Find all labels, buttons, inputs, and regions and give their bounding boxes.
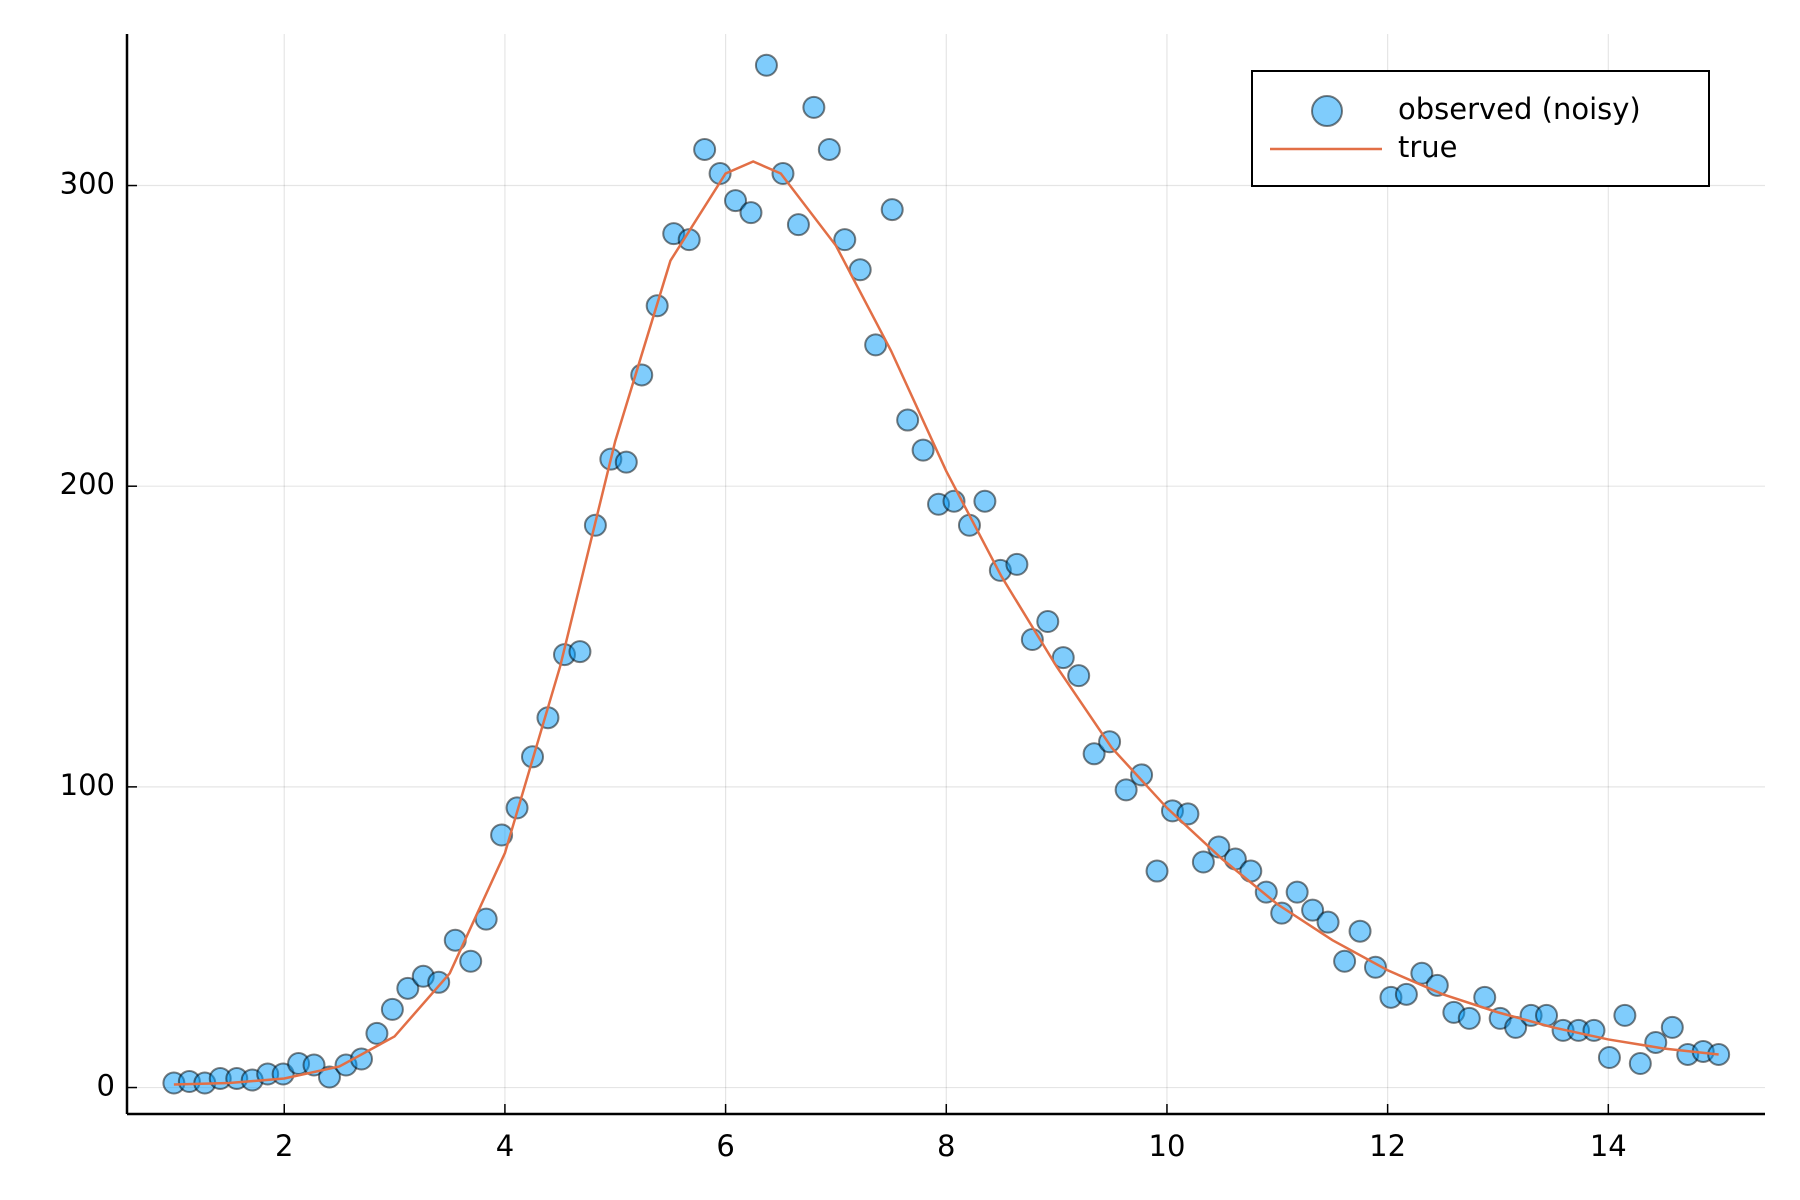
- data-point: [1301, 898, 1325, 922]
- data-point: [1191, 850, 1215, 874]
- data-point: [973, 489, 997, 513]
- legend-marker: [1311, 95, 1343, 127]
- x-tick-label: 14: [1590, 1129, 1627, 1163]
- data-point: [1239, 859, 1263, 883]
- data-point: [1333, 949, 1357, 973]
- y-tick-label: 0: [97, 1069, 115, 1103]
- data-point: [739, 201, 763, 225]
- data-point: [911, 438, 935, 462]
- data-point: [1394, 982, 1418, 1006]
- legend-box: [1251, 70, 1710, 187]
- data-point: [1628, 1051, 1652, 1075]
- x-tick-label: 8: [937, 1129, 955, 1163]
- data-point: [1457, 1006, 1481, 1030]
- y-tick-label: 300: [60, 167, 115, 201]
- data-point: [427, 970, 451, 994]
- data-point: [1660, 1015, 1684, 1039]
- data-point: [771, 162, 795, 186]
- x-tick-label: 10: [1149, 1129, 1186, 1163]
- data-point: [459, 949, 483, 973]
- line: [173, 160, 1719, 1086]
- data-point: [864, 333, 888, 357]
- data-point: [693, 137, 717, 161]
- data-point: [1130, 763, 1154, 787]
- data-point: [614, 450, 638, 474]
- data-point: [1348, 919, 1372, 943]
- data-point: [1114, 778, 1138, 802]
- data-point: [1644, 1030, 1668, 1054]
- x-tick-label: 2: [275, 1129, 293, 1163]
- data-point: [568, 640, 592, 664]
- data-point: [754, 53, 778, 77]
- data-point: [1597, 1045, 1621, 1069]
- x-tick-label: 4: [496, 1129, 514, 1163]
- data-point: [380, 997, 404, 1021]
- data-point: [396, 976, 420, 1000]
- data-point: [896, 408, 920, 432]
- data-point: [786, 213, 810, 237]
- data-point: [1145, 859, 1169, 883]
- data-point: [317, 1065, 341, 1089]
- data-point: [1254, 880, 1278, 904]
- data-point: [1410, 961, 1434, 985]
- data-point: [833, 228, 857, 252]
- y-tick-label: 100: [60, 768, 115, 802]
- legend-label: observed (noisy): [1398, 92, 1641, 126]
- data-point: [1067, 664, 1091, 688]
- data-point: [1285, 880, 1309, 904]
- data-point: [1316, 910, 1340, 934]
- data-point: [880, 198, 904, 222]
- data-point: [802, 95, 826, 119]
- data-point: [1036, 610, 1060, 634]
- data-point: [1613, 1003, 1637, 1027]
- legend-label: true: [1398, 130, 1458, 164]
- data-point: [817, 137, 841, 161]
- x-tick-label: 12: [1369, 1129, 1406, 1163]
- x-tick-label: 6: [716, 1129, 734, 1163]
- data-point: [1082, 742, 1106, 766]
- data-point: [1051, 646, 1075, 670]
- data-point: [490, 823, 514, 847]
- data-point: [365, 1021, 389, 1045]
- data-point: [1176, 802, 1200, 826]
- data-point: [1005, 552, 1029, 576]
- y-tick-label: 200: [60, 467, 115, 501]
- data-point: [724, 189, 748, 213]
